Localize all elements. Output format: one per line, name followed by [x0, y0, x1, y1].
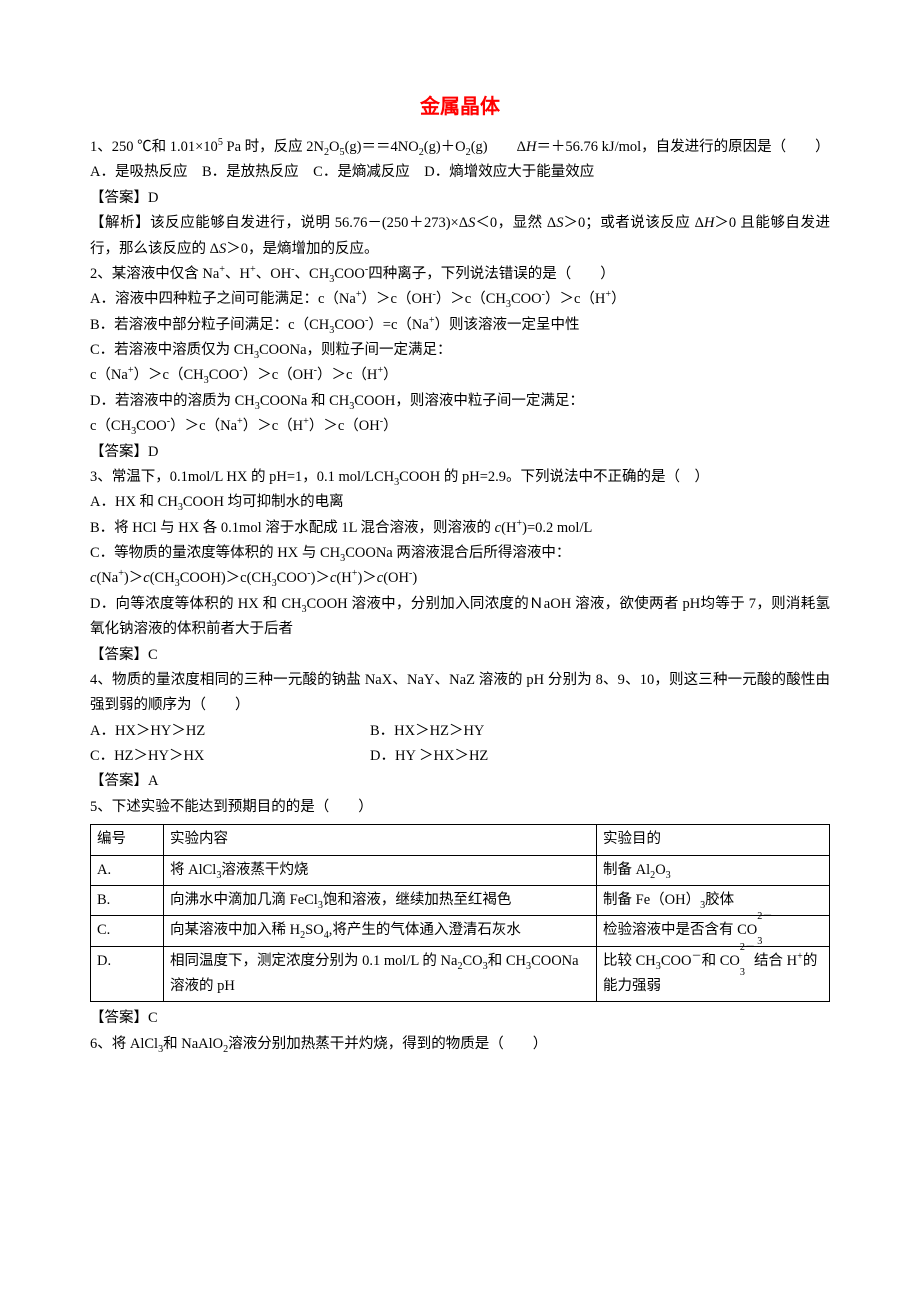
header-num: 编号 — [91, 825, 164, 855]
text: 和 CO — [702, 953, 740, 969]
q2-option-c-line2: c（Na+）＞c（CH3COO-）＞c（OH-）＞c（H+） — [90, 363, 830, 388]
cell-purpose: 比较 CH3COO－和 CO32－X 结合 H+的能力强弱 — [597, 946, 830, 1002]
text: 和 NaAlO — [163, 1036, 223, 1052]
q2-stem: 2、某溶液中仅含 Na+、H+、OH-、CH3COO-四种离子，下列说法错误的是… — [90, 262, 830, 287]
text: 比较 CH — [603, 953, 656, 969]
page-title: 金属晶体 — [90, 90, 830, 125]
text: 、H — [225, 266, 250, 282]
q3-option-a: A．HX 和 CH3COOH 均可抑制水的电离 — [90, 490, 830, 515]
text: 检验溶液中是否含有 CO — [603, 922, 757, 938]
cell-purpose: 制备 Al2O3 — [597, 855, 830, 885]
text: 胶体 — [705, 892, 734, 908]
text: Pa 时，反应 2N — [223, 139, 324, 155]
text: 1、250 ℃和 1.01×10 — [90, 139, 218, 155]
q2-option-d-line2: c（CH3COO-）＞c（Na+）＞c（H+）＞c（OH-） — [90, 414, 830, 439]
cell-purpose: 检验溶液中是否含有 CO32－XX — [597, 916, 830, 946]
q4-answer: 【答案】A — [90, 769, 830, 794]
q1-answer: 【答案】D — [90, 186, 830, 211]
q5-answer: 【答案】C — [90, 1006, 830, 1031]
text: 制备 Fe（OH） — [603, 892, 700, 908]
text: COO — [661, 953, 692, 969]
q3-answer: 【答案】C — [90, 643, 830, 668]
q3-option-d: D．向等浓度等体积的 HX 和 CH3COOH 溶液中，分别加入同浓度的ＮaOH… — [90, 592, 830, 643]
text: 制备 Al — [603, 862, 650, 878]
text: O — [329, 139, 339, 155]
cell-content: 向某溶液中加入稀 H2SO4,将产生的气体通入澄清石灰水 — [164, 916, 597, 946]
q5-stem: 5、下述实验不能达到预期目的的是（ ） — [90, 795, 830, 820]
cell-num: B. — [91, 885, 164, 915]
text: 溶液蒸干灼烧 — [221, 862, 308, 878]
text: 将 AlCl — [170, 862, 216, 878]
q4-option-d: D．HY ＞HX＞HZ — [370, 744, 488, 769]
italic-H: H — [526, 139, 536, 155]
text: (g)＋O — [424, 139, 466, 155]
text: ＝＋56.76 kJ/mol，自发进行的原因是（ ） — [536, 139, 829, 155]
text: (g) Δ — [471, 139, 526, 155]
text: 【解析】该反应能够自发进行，说明 56.76－(250＋273)×Δ — [90, 215, 468, 231]
text: 结合 H — [750, 953, 797, 969]
q1-stem: 1、250 ℃和 1.01×105 Pa 时，反应 2N2O5(g)＝＝4NO2… — [90, 135, 830, 160]
table-row: C. 向某溶液中加入稀 H2SO4,将产生的气体通入澄清石灰水 检验溶液中是否含… — [91, 916, 830, 946]
text: 、CH — [295, 266, 330, 282]
q1-options: A．是吸热反应 B．是放热反应 C．是熵减反应 D．熵增效应大于能量效应 — [90, 160, 830, 185]
header-content: 实验内容 — [164, 825, 597, 855]
text: ,将产生的气体通入澄清石灰水 — [329, 922, 521, 938]
q3-option-b: B．将 HCl 与 HX 各 0.1mol 溶于水配成 1L 混合溶液，则溶液的… — [90, 516, 830, 541]
q4-options-row2: C．HZ＞HY＞HX D．HY ＞HX＞HZ — [90, 744, 830, 769]
q6-stem: 6、将 AlCl3和 NaAlO2溶液分别加热蒸干并灼烧，得到的物质是（ ） — [90, 1032, 830, 1057]
text: 、OH — [256, 266, 291, 282]
table-row: D. 相同温度下，测定浓度分别为 0.1 mol/L 的 Na2CO3和 CH3… — [91, 946, 830, 1002]
text: SO — [305, 922, 324, 938]
q3-option-c-line2: c(Na+)＞c(CH3COOH)＞c(CH3COO-)＞c(H+)＞c(OH-… — [90, 566, 830, 591]
q2-option-a: A．溶液中四种粒子之间可能满足：c（Na+）＞c（OH-）＞c（CH3COO-）… — [90, 287, 830, 312]
text: 6、将 AlCl — [90, 1036, 158, 1052]
text: ＜0，显然 Δ — [475, 215, 556, 231]
text: O — [655, 862, 665, 878]
q5-table: 编号 实验内容 实验目的 A. 将 AlCl3溶液蒸干灼烧 制备 Al2O3 B… — [90, 824, 830, 1002]
text: (g)＝＝4NO — [345, 139, 419, 155]
q2-option-c-line1: C．若溶液中溶质仅为 CH3COONa，则粒子间一定满足： — [90, 338, 830, 363]
header-purpose: 实验目的 — [597, 825, 830, 855]
text: 溶液分别加热蒸干并灼烧，得到的物质是（ ） — [228, 1036, 547, 1052]
q4-option-b: B．HX＞HZ＞HY — [370, 719, 484, 744]
cell-content: 相同温度下，测定浓度分别为 0.1 mol/L 的 Na2CO3和 CH3COO… — [164, 946, 597, 1002]
table-header-row: 编号 实验内容 实验目的 — [91, 825, 830, 855]
cell-content: 将 AlCl3溶液蒸干灼烧 — [164, 855, 597, 885]
text: 相同温度下，测定浓度分别为 0.1 mol/L 的 Na — [170, 953, 457, 969]
q2-answer: 【答案】D — [90, 440, 830, 465]
cell-num: C. — [91, 916, 164, 946]
q3-stem: 3、常温下，0.1mol/L HX 的 pH=1，0.1 mol/LCH3COO… — [90, 465, 830, 490]
text: 向某溶液中加入稀 H — [170, 922, 300, 938]
italic-H: H — [704, 215, 714, 231]
text: ＞0，是熵增加的反应。 — [226, 241, 378, 257]
cell-num: A. — [91, 855, 164, 885]
q4-stem: 4、物质的量浓度相同的三种一元酸的钠盐 NaX、NaY、NaZ 溶液的 pH 分… — [90, 668, 830, 719]
text: COO — [334, 266, 365, 282]
q4-option-c: C．HZ＞HY＞HX — [90, 744, 370, 769]
text: CO — [463, 953, 483, 969]
text: 和 CH — [488, 953, 526, 969]
superscript: － — [691, 951, 701, 962]
q2-option-b: B．若溶液中部分粒子间满足：c（CH3COO-）=c（Na+）则该溶液一定呈中性 — [90, 313, 830, 338]
text: 四种离子，下列说法错误的是（ ） — [368, 266, 615, 282]
q1-explanation: 【解析】该反应能够自发进行，说明 56.76－(250＋273)×ΔS＜0，显然… — [90, 211, 830, 262]
text: ＞0；或者说该反应 Δ — [563, 215, 703, 231]
q4-option-a: A．HX＞HY＞HZ — [90, 719, 370, 744]
text: 饱和溶液，继续加热至红褐色 — [323, 892, 512, 908]
table-row: B. 向沸水中滴加几滴 FeCl3饱和溶液，继续加热至红褐色 制备 Fe（OH）… — [91, 885, 830, 915]
subscript: 3 — [666, 869, 671, 880]
text: 2、某溶液中仅含 Na — [90, 266, 219, 282]
table-row: A. 将 AlCl3溶液蒸干灼烧 制备 Al2O3 — [91, 855, 830, 885]
q4-options-row1: A．HX＞HY＞HZ B．HX＞HZ＞HY — [90, 719, 830, 744]
q3-option-c-line1: C．等物质的量浓度等体积的 HX 与 CH3COONa 两溶液混合后所得溶液中： — [90, 541, 830, 566]
text: 向沸水中滴加几滴 FeCl — [170, 892, 318, 908]
cell-content: 向沸水中滴加几滴 FeCl3饱和溶液，继续加热至红褐色 — [164, 885, 597, 915]
cell-purpose: 制备 Fe（OH）3胶体 — [597, 885, 830, 915]
cell-num: D. — [91, 946, 164, 1002]
q2-option-d-line1: D．若溶液中的溶质为 CH3COONa 和 CH3COOH，则溶液中粒子间一定满… — [90, 389, 830, 414]
